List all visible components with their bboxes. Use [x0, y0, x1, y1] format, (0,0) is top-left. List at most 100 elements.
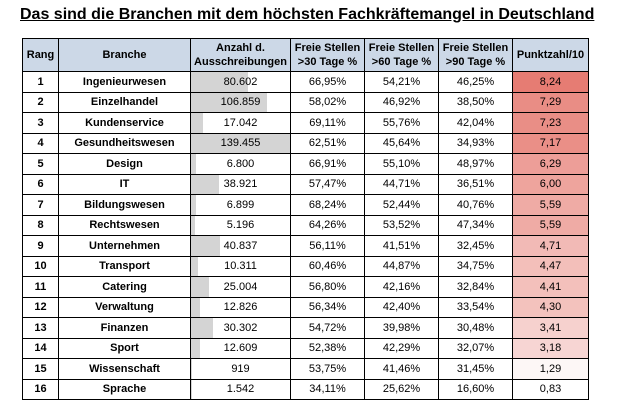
freie-stellen-60-cell: 55,76% — [364, 112, 439, 134]
anzahl-data-bar — [191, 113, 204, 133]
freie-stellen-30-cell: 69,11% — [290, 112, 365, 134]
anzahl-value: 17.042 — [223, 116, 258, 129]
table-row: 7 Bildungswesen 6.899 68,24% 52,44% 40,76% 5,5… — [22, 194, 589, 216]
freie-stellen-60-cell: 42,29% — [364, 337, 439, 359]
branche-cell: Sprache — [58, 378, 191, 400]
header-freie-stellen-30: Freie Stellen >30 Tage % — [290, 38, 365, 72]
table-row: 14 Sport 12.609 52,38% 42,29% 32,07% 3,18 — [22, 337, 589, 359]
anzahl-value: 6.899 — [226, 198, 255, 211]
rank-cell: 6 — [22, 173, 59, 195]
anzahl-data-bar — [191, 174, 219, 194]
freie-stellen-30-cell: 53,75% — [290, 358, 365, 380]
anzahl-cell: 25.004 — [190, 276, 291, 298]
freie-stellen-90-cell: 38,50% — [438, 91, 513, 113]
anzahl-data-bar — [191, 236, 220, 256]
header-anzahl: Anzahl d. Ausschreibungen — [190, 38, 291, 72]
punktzahl-cell: 7,29 — [512, 91, 589, 113]
anzahl-cell: 1.542 — [190, 378, 291, 400]
anzahl-value: 139.455 — [220, 137, 261, 150]
anzahl-data-bar — [191, 256, 199, 276]
anzahl-data-bar — [191, 359, 192, 379]
branche-cell: Rechtswesen — [58, 214, 191, 236]
punktzahl-cell: 4,30 — [512, 296, 589, 318]
freie-stellen-30-cell: 58,02% — [290, 91, 365, 113]
freie-stellen-30-cell: 66,95% — [290, 71, 365, 93]
branche-cell: Gesundheitswesen — [58, 132, 191, 154]
fachkraeftemangel-table: Rang Branche Anzahl d. Ausschreibungen F… — [22, 38, 589, 400]
freie-stellen-60-cell: 53,52% — [364, 214, 439, 236]
branche-cell: Wissenschaft — [58, 358, 191, 380]
freie-stellen-60-cell: 39,98% — [364, 317, 439, 339]
branche-cell: Ingenieurwesen — [58, 71, 191, 93]
anzahl-data-bar — [191, 72, 249, 92]
punktzahl-cell: 5,59 — [512, 214, 589, 236]
table-row: 13 Finanzen 30.302 54,72% 39,98% 30,48% 3,41 — [22, 317, 589, 339]
anzahl-data-bar — [191, 297, 201, 317]
freie-stellen-30-cell: 62,51% — [290, 132, 365, 154]
freie-stellen-30-cell: 57,47% — [290, 173, 365, 195]
anzahl-value: 38.921 — [223, 178, 258, 191]
table-header-row: Rang Branche Anzahl d. Ausschreibungen F… — [22, 38, 589, 72]
anzahl-cell: 106.859 — [190, 91, 291, 113]
rank-cell: 4 — [22, 132, 59, 154]
anzahl-data-bar — [191, 338, 200, 358]
anzahl-data-bar — [191, 215, 195, 235]
freie-stellen-90-cell: 42,04% — [438, 112, 513, 134]
freie-stellen-60-cell: 42,40% — [364, 296, 439, 318]
anzahl-cell: 6.800 — [190, 153, 291, 175]
anzahl-value: 10.311 — [224, 260, 257, 273]
table-row: 11 Catering 25.004 56,80% 42,16% 32,84% 4,41 — [22, 276, 589, 298]
header-freie-stellen-60: Freie Stellen >60 Tage % — [364, 38, 439, 72]
freie-stellen-90-cell: 40,76% — [438, 194, 513, 216]
freie-stellen-30-cell: 54,72% — [290, 317, 365, 339]
freie-stellen-60-cell: 42,16% — [364, 276, 439, 298]
rank-cell: 15 — [22, 358, 59, 380]
freie-stellen-60-cell: 41,46% — [364, 358, 439, 380]
anzahl-data-bar — [191, 92, 267, 112]
freie-stellen-30-cell: 34,11% — [290, 378, 365, 400]
punktzahl-cell: 3,41 — [512, 317, 589, 339]
branche-cell: Finanzen — [58, 317, 191, 339]
freie-stellen-90-cell: 36,51% — [438, 173, 513, 195]
anzahl-data-bar — [191, 318, 213, 338]
branche-cell: Sport — [58, 337, 191, 359]
freie-stellen-60-cell: 44,71% — [364, 173, 439, 195]
anzahl-value: 30.302 — [223, 321, 258, 334]
rank-cell: 2 — [22, 91, 59, 113]
freie-stellen-60-cell: 54,21% — [364, 71, 439, 93]
rank-cell: 10 — [22, 255, 59, 277]
freie-stellen-30-cell: 56,80% — [290, 276, 365, 298]
freie-stellen-30-cell: 56,34% — [290, 296, 365, 318]
branche-cell: Unternehmen — [58, 235, 191, 257]
freie-stellen-90-cell: 16,60% — [438, 378, 513, 400]
anzahl-cell: 17.042 — [190, 112, 291, 134]
punktzahl-cell: 7,17 — [512, 132, 589, 154]
anzahl-cell: 30.302 — [190, 317, 291, 339]
table-body: 1 Ingenieurwesen 80.602 66,95% 54,21% 46,25% 8… — [22, 71, 589, 400]
anzahl-value: 106.859 — [220, 96, 261, 109]
header-branche: Branche — [58, 38, 191, 72]
anzahl-data-bar — [191, 133, 290, 153]
rank-cell: 13 — [22, 317, 59, 339]
punktzahl-cell: 1,29 — [512, 358, 589, 380]
table-row: 3 Kundenservice 17.042 69,11% 55,76% 42,04% 7,… — [22, 112, 589, 134]
punktzahl-cell: 0,83 — [512, 378, 589, 400]
freie-stellen-90-cell: 46,25% — [438, 71, 513, 93]
anzahl-cell: 80.602 — [190, 71, 291, 93]
anzahl-cell: 139.455 — [190, 132, 291, 154]
table-row: 2 Einzelhandel 106.859 58,02% 46,92% 38,50% 7,… — [22, 91, 589, 113]
rank-cell: 8 — [22, 214, 59, 236]
anzahl-value: 1.542 — [226, 383, 255, 396]
anzahl-data-bar — [191, 195, 196, 215]
anzahl-data-bar — [191, 379, 193, 399]
freie-stellen-90-cell: 32,84% — [438, 276, 513, 298]
freie-stellen-60-cell: 46,92% — [364, 91, 439, 113]
anzahl-cell: 12.609 — [190, 337, 291, 359]
header-rank: Rang — [22, 38, 59, 72]
table-row: 15 Wissenschaft 919 53,75% 41,46% 31,45% 1,29 — [22, 358, 589, 380]
punktzahl-cell: 6,00 — [512, 173, 589, 195]
freie-stellen-60-cell: 41,51% — [364, 235, 439, 257]
freie-stellen-60-cell: 52,44% — [364, 194, 439, 216]
rank-cell: 14 — [22, 337, 59, 359]
rank-cell: 3 — [22, 112, 59, 134]
